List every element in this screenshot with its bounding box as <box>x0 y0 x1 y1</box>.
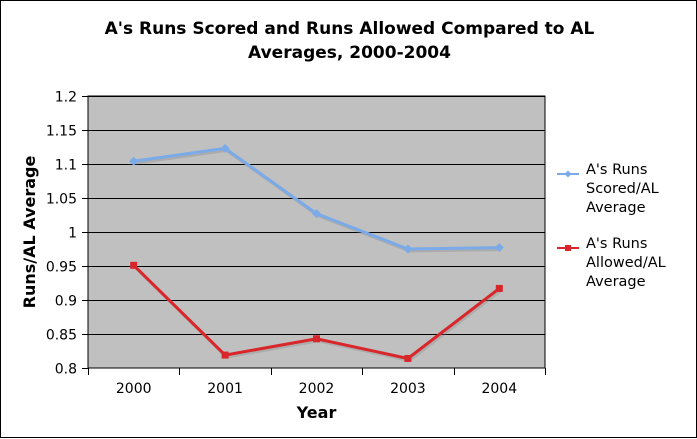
y-tick-label-8: 1.2 <box>55 90 77 106</box>
series-runs-allowed <box>130 261 503 363</box>
data-point-runs-allowed-2001 <box>221 351 229 359</box>
data-point-runs-allowed-2002 <box>313 335 320 343</box>
y-tick-label-7: 1.15 <box>46 124 77 140</box>
legend-label-runs-scored-line-2: Scored/AL <box>586 181 659 197</box>
x-tick-label-2000: 2000 <box>116 381 152 397</box>
chart-title-line-2: Averages, 2000-2004 <box>248 43 451 63</box>
x-tick-label-2003: 2003 <box>390 381 426 397</box>
legend-label-runs-allowed-line-1: A's Runs <box>586 236 648 252</box>
data-point-runs-scored-2000 <box>129 156 139 166</box>
data-point-runs-scored-2001 <box>220 143 230 153</box>
legend-swatch-runs-scored <box>557 170 579 178</box>
legend-label-runs-allowed: A's Runs Allowed/AL Average <box>586 235 697 292</box>
chart-title-line-1: A's Runs Scored and Runs Allowed Compare… <box>104 19 595 39</box>
y-tick-label-5: 1.05 <box>46 192 77 208</box>
legend-label-runs-scored: A's Runs Scored/AL Average <box>586 161 697 218</box>
data-point-runs-allowed-2004 <box>495 284 503 292</box>
legend-label-runs-scored-line-3: Average <box>586 200 646 216</box>
y-tick-label-3: 0.95 <box>46 260 77 276</box>
y-tick-label-6: 1.1 <box>55 158 77 174</box>
series-runs-scored <box>129 143 504 254</box>
y-axis-title: Runs/AL Average <box>20 156 39 309</box>
y-tick-label-1: 0.85 <box>46 328 77 344</box>
chart-title: A's Runs Scored and Runs Allowed Compare… <box>1 17 697 65</box>
y-tick-label-0: 0.8 <box>55 362 77 378</box>
legend-label-runs-allowed-line-3: Average <box>586 274 646 290</box>
data-point-runs-scored-2002 <box>312 209 321 219</box>
data-point-runs-scored-2004 <box>494 243 504 253</box>
x-tick-label-2004: 2004 <box>481 381 517 397</box>
x-tick-label-2002: 2002 <box>299 381 335 397</box>
data-point-runs-allowed-2000 <box>130 261 138 269</box>
x-tick-label-2001: 2001 <box>207 381 243 397</box>
data-point-runs-scored-2003 <box>403 244 413 254</box>
legend-label-runs-scored-line-1: A's Runs <box>586 162 648 178</box>
x-axis-title: Year <box>296 403 337 422</box>
y-tick-label-2: 0.9 <box>55 294 77 310</box>
legend-label-runs-allowed-line-2: Allowed/AL <box>586 255 666 271</box>
y-tick-label-4: 1 <box>68 226 77 242</box>
data-point-runs-allowed-2003 <box>404 354 412 362</box>
legend-swatch-runs-allowed <box>557 245 579 251</box>
